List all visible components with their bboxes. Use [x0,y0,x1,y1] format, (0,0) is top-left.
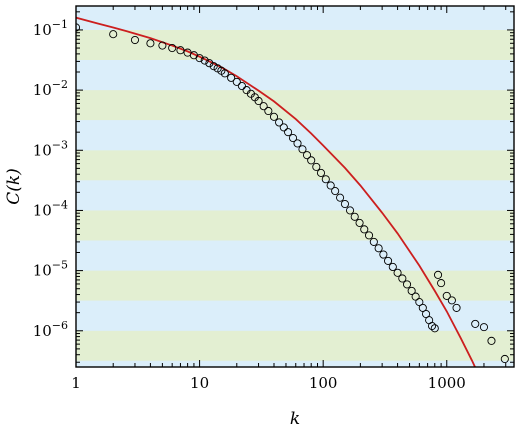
band-green [76,150,514,181]
data-point [237,81,246,91]
data-point [205,59,214,68]
data-point [340,199,349,209]
data-point [379,250,388,259]
data-point [479,323,489,332]
fit-line [76,16,476,367]
x-tick-label: 100 [309,374,338,392]
x-axis-ticks: 1 10 100 1000 [71,6,507,392]
data-point [398,274,407,283]
data-point [471,319,480,328]
data-point [298,145,307,154]
data-point [279,123,288,132]
data-point [355,218,364,227]
data-point [415,298,424,307]
y-tick-label: 10−1 [33,18,68,39]
data-point [200,56,209,65]
data-point [427,321,437,331]
band-blue [76,360,514,367]
band-blue [76,300,514,331]
fit-line-layer [76,16,476,367]
data-point [264,106,273,116]
data-point [259,102,268,111]
data-point [388,262,397,272]
data-point [331,187,340,196]
data-point [407,286,416,295]
data-point [288,133,298,143]
background-bands [76,6,514,367]
y-tick-label: 10−2 [33,78,68,99]
data-point [168,44,177,53]
data-point [284,128,293,137]
data-point [321,175,330,184]
data-point [374,244,383,253]
data-point [195,54,204,63]
data-point [275,118,284,127]
data-point [254,96,263,106]
data-point [442,291,451,300]
band-green [76,90,514,121]
band-blue [76,240,514,271]
data-point [336,193,345,202]
band-blue [76,60,514,91]
data-point [447,296,456,305]
band-green [76,330,514,361]
data-point [500,354,509,364]
x-tick-label: 1 [71,374,81,392]
band-blue [76,180,514,211]
data-point [418,303,427,312]
data-point [402,280,412,289]
data-point [307,156,316,165]
band-green [76,210,514,241]
band-green [76,270,514,301]
x-tick-label: 10 [190,374,209,392]
data-point [487,336,496,345]
data-point [130,35,140,45]
data-point [146,39,155,48]
data-point [302,151,312,160]
data-point [232,77,241,86]
y-tick-label: 10−5 [33,259,68,280]
data-point [345,206,355,215]
band-green [76,29,514,61]
data-point [430,324,439,333]
data-point [364,231,374,240]
data-point [433,270,443,279]
y-tick-label: 10−6 [33,319,68,340]
data-point [312,162,321,171]
x-axis-title: k [290,409,300,429]
data-point [158,41,167,50]
data-point [411,292,420,301]
y-tick-label: 10−3 [33,138,68,159]
y-axis-title: C(k) [4,168,24,205]
data-point [227,73,236,82]
data-point [220,69,229,78]
data-point [384,256,393,265]
data-point [269,112,279,121]
data-point [360,225,369,234]
plot-frame [75,5,515,368]
data-point [109,30,118,39]
y-tick-label: 10−4 [33,198,68,219]
data-point [393,268,402,277]
data-points-layer [76,23,509,364]
band-blue [76,6,514,30]
y-axis-ticks: 10−1 10−2 10−3 10−4 10−5 10−6 [33,11,514,363]
data-point [209,62,218,71]
data-point [316,168,326,177]
data-point [176,46,185,55]
data-point [326,181,335,190]
data-point [437,279,446,288]
data-point [369,237,378,246]
x-tick-label: 1000 [428,374,466,392]
data-point [452,303,461,312]
data-point [350,212,359,221]
data-point [293,139,302,148]
